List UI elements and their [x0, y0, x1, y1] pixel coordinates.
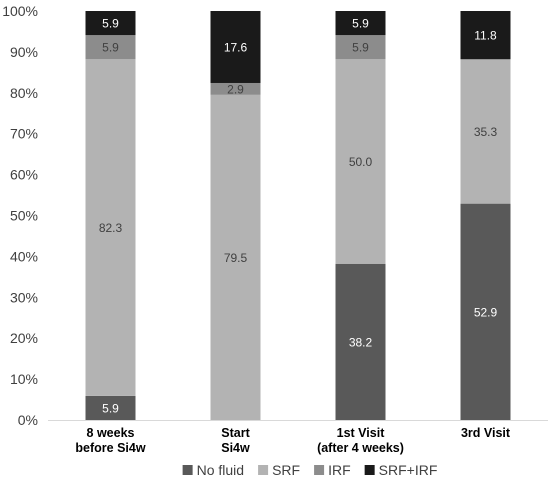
data-label: 35.3 — [474, 125, 498, 139]
legend-swatch — [258, 465, 269, 475]
bar-segment — [460, 59, 511, 204]
bar-segment — [85, 35, 136, 60]
legend-item: SRF+IRF — [364, 462, 438, 478]
data-label: 82.3 — [99, 221, 123, 235]
bar-segment — [335, 11, 386, 36]
bar-segment — [85, 11, 136, 36]
x-category-label-line: 3rd Visit — [461, 426, 511, 440]
bar-segment — [460, 203, 511, 420]
x-category-label: 8 weeks before Si4w — [75, 426, 145, 455]
legend-item: No fluid — [182, 462, 244, 478]
y-tick-label: 100% — [2, 3, 38, 19]
data-label: 52.9 — [474, 305, 498, 319]
y-tick-label: 60% — [10, 167, 38, 183]
data-label: 5.9 — [102, 41, 119, 55]
legend-swatch — [314, 465, 325, 475]
y-tick-label: 90% — [10, 44, 38, 60]
data-label: 5.9 — [102, 401, 119, 415]
x-category-label: 3rd Visit — [461, 426, 511, 440]
bar-segment — [210, 94, 261, 420]
y-tick-label: 0% — [18, 412, 38, 428]
bar-segment — [335, 59, 386, 264]
data-label: 50.0 — [349, 155, 373, 169]
data-label: 17.6 — [224, 40, 248, 54]
data-label: 5.9 — [102, 17, 119, 31]
x-axis: 8 weeks before Si4w Start Si4w 1st Visit (aft… — [48, 420, 548, 455]
bar-stack: 5.9 82.3 5.9 5.9 — [85, 11, 136, 420]
data-label: 38.2 — [349, 335, 373, 349]
x-category-label-line: before Si4w — [75, 441, 145, 455]
y-tick-label: 80% — [10, 85, 38, 101]
bars-group: 5.9 82.3 5.9 5.9 79.5 2.9 17.6 38.2 50.0 5.9 5.9 52… — [85, 11, 511, 420]
bar-stack: 38.2 50.0 5.9 5.9 — [335, 11, 386, 420]
bar-segment — [85, 59, 136, 396]
y-tick-label: 20% — [10, 330, 38, 346]
y-tick-label: 30% — [10, 289, 38, 305]
x-category-label-line: 8 weeks — [87, 426, 135, 440]
data-label: 5.9 — [352, 41, 369, 55]
y-axis: 0% 10% 20% 30% 40% 50% 60% 70% 80% 90% 100% — [2, 3, 38, 428]
x-category-label: Start Si4w — [221, 426, 250, 455]
bar-segment — [460, 11, 511, 60]
bar-stack: 79.5 2.9 17.6 — [210, 11, 261, 420]
x-category-label-line: 1st Visit — [337, 426, 386, 440]
legend-label: SRF — [272, 462, 300, 478]
data-label: 5.9 — [352, 17, 369, 31]
legend: No fluid SRF IRF SRF+IRF — [182, 462, 438, 478]
bar-segment — [335, 35, 386, 60]
data-label: 11.8 — [474, 29, 497, 43]
bar-segment — [335, 263, 386, 420]
legend-label: No fluid — [197, 462, 244, 478]
bar-segment — [210, 82, 261, 95]
x-category-label: 1st Visit (after 4 weeks) — [317, 426, 404, 455]
legend-item: IRF — [314, 462, 351, 478]
y-tick-label: 40% — [10, 248, 38, 264]
y-tick-label: 10% — [10, 371, 38, 387]
bar-segment — [210, 11, 261, 83]
x-category-label-line: Start — [221, 426, 250, 440]
legend-label: IRF — [328, 462, 351, 478]
legend-item: SRF — [258, 462, 300, 478]
y-tick-label: 70% — [10, 126, 38, 142]
legend-swatch — [182, 465, 193, 475]
bar-stack: 52.9 35.3 11.8 — [460, 11, 511, 420]
legend-swatch — [364, 465, 375, 475]
x-category-label-line: (after 4 weeks) — [317, 441, 404, 455]
bar-segment — [85, 395, 136, 420]
data-label: 2.9 — [227, 82, 244, 96]
x-category-label-line: Si4w — [221, 441, 250, 455]
legend-label: SRF+IRF — [379, 462, 438, 478]
y-tick-label: 50% — [10, 208, 38, 224]
data-label: 79.5 — [224, 251, 248, 265]
